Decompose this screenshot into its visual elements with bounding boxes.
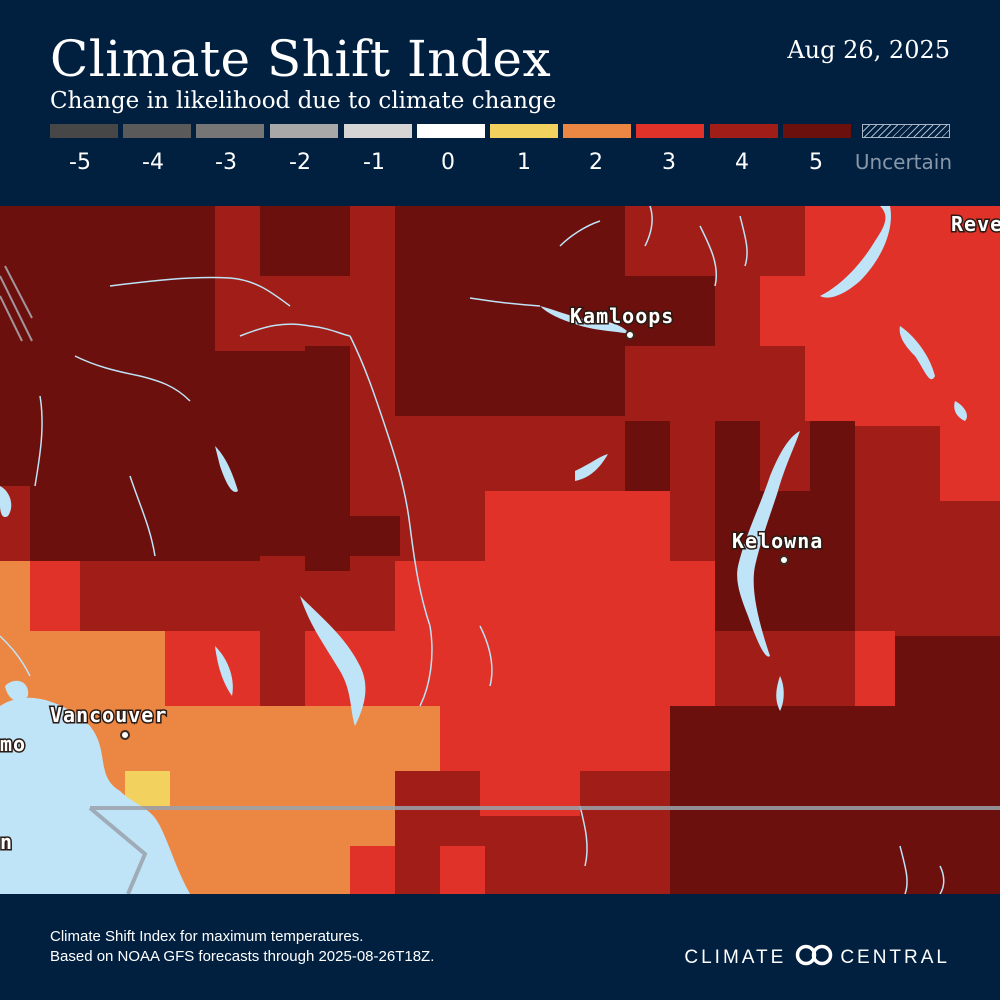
legend-label-neg1: -1 <box>363 150 385 175</box>
city-markers <box>120 330 789 740</box>
city-label-vancouver: Vancouver <box>50 703 167 727</box>
legend-swatch-3 <box>636 124 704 138</box>
csi-3-regions <box>30 206 1000 894</box>
uncertain-hatch <box>0 265 33 342</box>
footer: Climate Shift Index for maximum temperat… <box>0 894 1000 1000</box>
csi-4-regions <box>80 421 810 816</box>
vancouver-marker <box>120 730 130 740</box>
legend-swatch-neg1 <box>344 124 412 138</box>
legend-swatch-1 <box>490 124 558 138</box>
city-label-nanaimo: mo <box>0 732 26 756</box>
legend-label-2: 2 <box>589 150 603 175</box>
header: Climate Shift Index Change in likelihood… <box>0 0 1000 206</box>
legend-label-neg4: -4 <box>142 150 164 175</box>
map-subtitle: Change in likelihood due to climate chan… <box>50 88 557 114</box>
climate-central-logo[interactable]: CLIMATE CENTRAL <box>684 944 950 972</box>
border-line <box>88 806 1000 894</box>
legend-swatch-neg3 <box>196 124 264 138</box>
brand-word-right: CENTRAL <box>840 947 950 968</box>
legend-label-neg2: -2 <box>289 150 311 175</box>
forecast-date: Aug 26, 2025 <box>787 36 950 64</box>
city-label-partial: n <box>0 830 13 854</box>
legend-label-uncertain: Uncertain <box>854 150 952 174</box>
map-title: Climate Shift Index <box>50 30 552 88</box>
city-label-kelowna: Kelowna <box>732 529 823 553</box>
legend-label-0: 0 <box>441 150 455 175</box>
legend: -5 -4 -3 -2 -1 0 1 2 3 4 5 Uncertain <box>50 124 952 184</box>
legend-label-neg5: -5 <box>69 150 91 175</box>
legend-swatch-neg2 <box>270 124 338 138</box>
kelowna-marker <box>779 555 789 565</box>
map-canvas: Kamloops Kelowna Vancouver Reve mo n <box>0 206 1000 894</box>
legend-label-1: 1 <box>517 150 531 175</box>
legend-label-neg3: -3 <box>215 150 237 175</box>
river-lines <box>0 206 945 894</box>
city-label-kamloops: Kamloops <box>570 304 674 328</box>
legend-swatch-uncertain <box>862 124 950 138</box>
legend-swatch-neg5 <box>50 124 118 138</box>
legend-label-5: 5 <box>809 150 823 175</box>
legend-swatch-neg4 <box>123 124 191 138</box>
legend-label-4: 4 <box>735 150 749 175</box>
footnote-line1: Climate Shift Index for maximum temperat… <box>50 928 364 945</box>
legend-swatch-4 <box>710 124 778 138</box>
footnote-line2: Based on NOAA GFS forecasts through 2025… <box>50 948 435 965</box>
climate-central-logo-icon <box>794 944 834 972</box>
water-bodies <box>0 206 967 894</box>
legend-swatch-2 <box>563 124 631 138</box>
city-label-revelstoke: Reve <box>951 212 1000 236</box>
map[interactable]: Kamloops Kelowna Vancouver Reve mo n <box>0 206 1000 894</box>
brand-word-left: CLIMATE <box>684 947 787 968</box>
legend-label-3: 3 <box>662 150 676 175</box>
legend-swatch-5 <box>783 124 851 138</box>
legend-swatch-0 <box>417 124 485 138</box>
kamloops-marker <box>625 330 635 340</box>
